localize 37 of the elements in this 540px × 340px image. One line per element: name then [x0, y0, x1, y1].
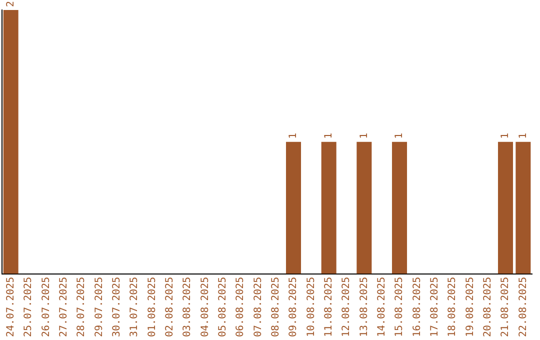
data-label: 1	[288, 132, 300, 139]
data-label: 1	[518, 132, 529, 139]
x-tick-label: 28.07.2025	[76, 276, 88, 338]
x-tick-label: 26.07.2025	[40, 276, 52, 338]
x-tick-label: 12.08.2025	[341, 276, 352, 338]
x-tick-label: 27.07.2025	[58, 276, 70, 338]
x-tick-label: 10.08.2025	[306, 276, 317, 338]
x-tick-label: 14.08.2025	[376, 276, 388, 338]
x-tick-label: 02.08.2025	[164, 276, 176, 338]
data-label: 1	[394, 132, 406, 139]
x-tick-label: 05.08.2025	[217, 276, 228, 338]
x-tick-label: 17.08.2025	[429, 276, 440, 338]
data-label: 1	[500, 132, 512, 139]
x-tick-label: 29.07.2025	[94, 276, 105, 338]
x-tick-label: 24.07.2025	[5, 276, 16, 338]
x-tick-label: 11.08.2025	[323, 276, 334, 338]
x-tick-label: 21.08.2025	[500, 276, 512, 338]
x-tick-label: 18.08.2025	[447, 276, 458, 338]
x-tick-label: 16.08.2025	[412, 276, 423, 338]
x-tick-label: 07.08.2025	[252, 276, 264, 338]
x-tick-label: 31.07.2025	[129, 276, 140, 338]
x-tick-label: 15.08.2025	[394, 276, 406, 338]
x-tick-label: 13.08.2025	[358, 276, 370, 338]
x-tick-label: 03.08.2025	[182, 276, 194, 338]
x-tick-label: 04.08.2025	[200, 276, 211, 338]
data-label: 1	[323, 132, 334, 139]
x-tick-label: 19.08.2025	[464, 276, 476, 338]
x-tick-label: 25.07.2025	[23, 276, 34, 338]
x-tick-label: 06.08.2025	[235, 276, 246, 338]
x-tick-label: 09.08.2025	[288, 276, 300, 338]
data-label: 1	[358, 132, 370, 139]
x-tick-label: 08.08.2025	[270, 276, 282, 338]
data-label: 2	[5, 0, 16, 7]
x-tick-label: 20.08.2025	[482, 276, 494, 338]
x-tick-label: 22.08.2025	[518, 276, 529, 338]
x-tick-label: 01.08.2025	[146, 276, 158, 338]
x-tick-label: 30.07.2025	[111, 276, 122, 338]
